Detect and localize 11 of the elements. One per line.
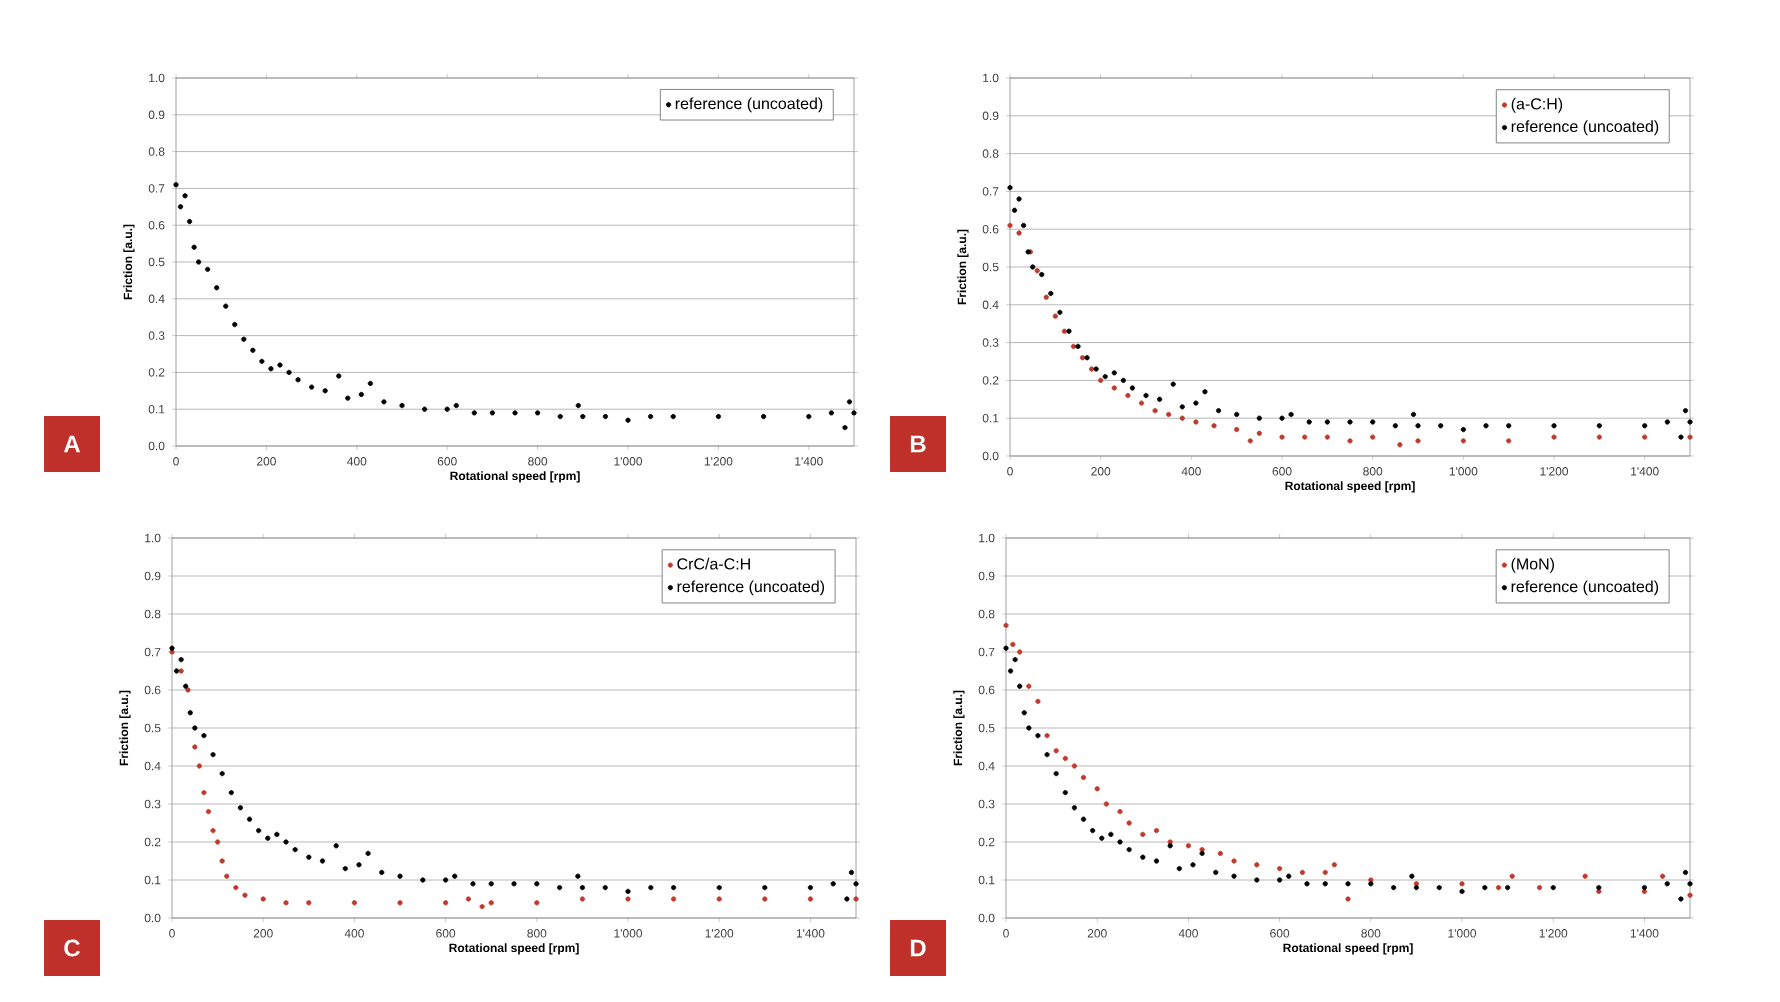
text: D xyxy=(910,939,926,957)
text: A xyxy=(63,435,81,453)
legend-label: reference (uncoated) xyxy=(675,97,823,113)
legend-label: (a-C:H) xyxy=(1511,97,1563,113)
text: C xyxy=(64,939,81,957)
legend-label: reference (uncoated) xyxy=(677,580,825,596)
legend-label: (MoN) xyxy=(1511,557,1554,573)
text: B xyxy=(910,435,926,453)
legend-label: CrC/a-C:H xyxy=(677,557,750,570)
legend-label: reference (uncoated) xyxy=(1511,120,1659,136)
legend-label: reference (uncoated) xyxy=(1511,580,1659,596)
